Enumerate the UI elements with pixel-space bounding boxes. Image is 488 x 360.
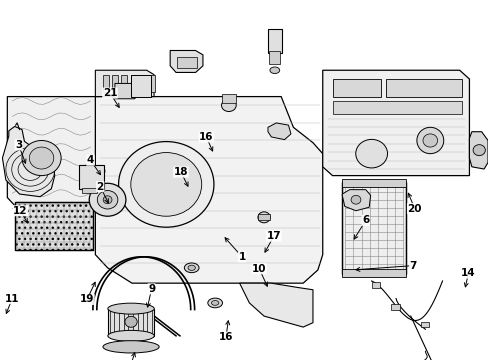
Polygon shape xyxy=(239,283,312,327)
Ellipse shape xyxy=(108,303,154,314)
Bar xyxy=(332,79,381,96)
Bar xyxy=(342,182,405,274)
Ellipse shape xyxy=(103,196,112,204)
Ellipse shape xyxy=(269,67,279,73)
Ellipse shape xyxy=(350,195,360,204)
Ellipse shape xyxy=(119,141,214,227)
Bar xyxy=(371,282,380,288)
Text: 11: 11 xyxy=(5,293,20,303)
Ellipse shape xyxy=(97,190,118,209)
Bar xyxy=(82,188,97,193)
Ellipse shape xyxy=(102,341,159,353)
Ellipse shape xyxy=(422,134,437,147)
Bar xyxy=(102,75,108,92)
Bar xyxy=(121,75,127,92)
Bar xyxy=(131,75,150,96)
Bar xyxy=(130,75,136,92)
Bar xyxy=(177,57,196,68)
Bar xyxy=(15,202,93,250)
Bar xyxy=(149,75,155,92)
Polygon shape xyxy=(342,190,370,211)
Ellipse shape xyxy=(93,166,104,177)
Text: 12: 12 xyxy=(13,206,28,216)
Ellipse shape xyxy=(96,168,102,174)
Ellipse shape xyxy=(29,147,54,169)
Polygon shape xyxy=(95,70,154,96)
Ellipse shape xyxy=(187,265,195,270)
Polygon shape xyxy=(115,84,142,99)
Bar xyxy=(342,269,405,276)
Polygon shape xyxy=(2,126,55,197)
Ellipse shape xyxy=(221,99,236,112)
Ellipse shape xyxy=(131,153,201,216)
Text: 6: 6 xyxy=(362,215,368,225)
Bar xyxy=(112,75,118,92)
Text: 3: 3 xyxy=(15,140,22,150)
Ellipse shape xyxy=(108,330,154,341)
Ellipse shape xyxy=(416,127,443,154)
Polygon shape xyxy=(322,70,468,176)
Polygon shape xyxy=(170,50,203,72)
Text: 20: 20 xyxy=(407,203,421,213)
Ellipse shape xyxy=(184,263,199,273)
Bar xyxy=(107,309,154,336)
Text: 4: 4 xyxy=(86,155,94,165)
Bar xyxy=(140,75,145,92)
Polygon shape xyxy=(267,123,290,140)
Bar xyxy=(342,179,405,186)
Polygon shape xyxy=(7,96,95,215)
Text: 1: 1 xyxy=(238,252,245,262)
Text: 10: 10 xyxy=(251,264,266,274)
Text: 9: 9 xyxy=(148,284,155,294)
Text: 16: 16 xyxy=(218,332,233,342)
Polygon shape xyxy=(468,132,487,169)
Text: 2: 2 xyxy=(97,181,103,192)
Ellipse shape xyxy=(355,139,386,168)
Text: 16: 16 xyxy=(199,132,213,142)
Bar xyxy=(332,101,461,114)
Bar xyxy=(342,182,405,274)
Polygon shape xyxy=(95,96,322,283)
Bar xyxy=(390,304,399,310)
Bar xyxy=(15,202,93,250)
Text: 21: 21 xyxy=(102,88,117,98)
Bar xyxy=(222,94,236,103)
Ellipse shape xyxy=(207,298,222,308)
Text: 19: 19 xyxy=(80,294,94,305)
Ellipse shape xyxy=(472,145,485,156)
Bar xyxy=(258,214,269,220)
Bar xyxy=(267,28,281,53)
Bar xyxy=(79,165,103,189)
Text: 14: 14 xyxy=(460,268,475,278)
Bar xyxy=(386,79,461,96)
Ellipse shape xyxy=(125,316,137,327)
Text: 7: 7 xyxy=(408,261,416,271)
Text: 17: 17 xyxy=(266,231,281,241)
Ellipse shape xyxy=(258,212,270,223)
Text: 18: 18 xyxy=(173,167,188,177)
Bar xyxy=(420,322,428,327)
Ellipse shape xyxy=(211,301,219,305)
Ellipse shape xyxy=(22,140,61,176)
Ellipse shape xyxy=(89,183,126,216)
Bar xyxy=(269,51,280,64)
